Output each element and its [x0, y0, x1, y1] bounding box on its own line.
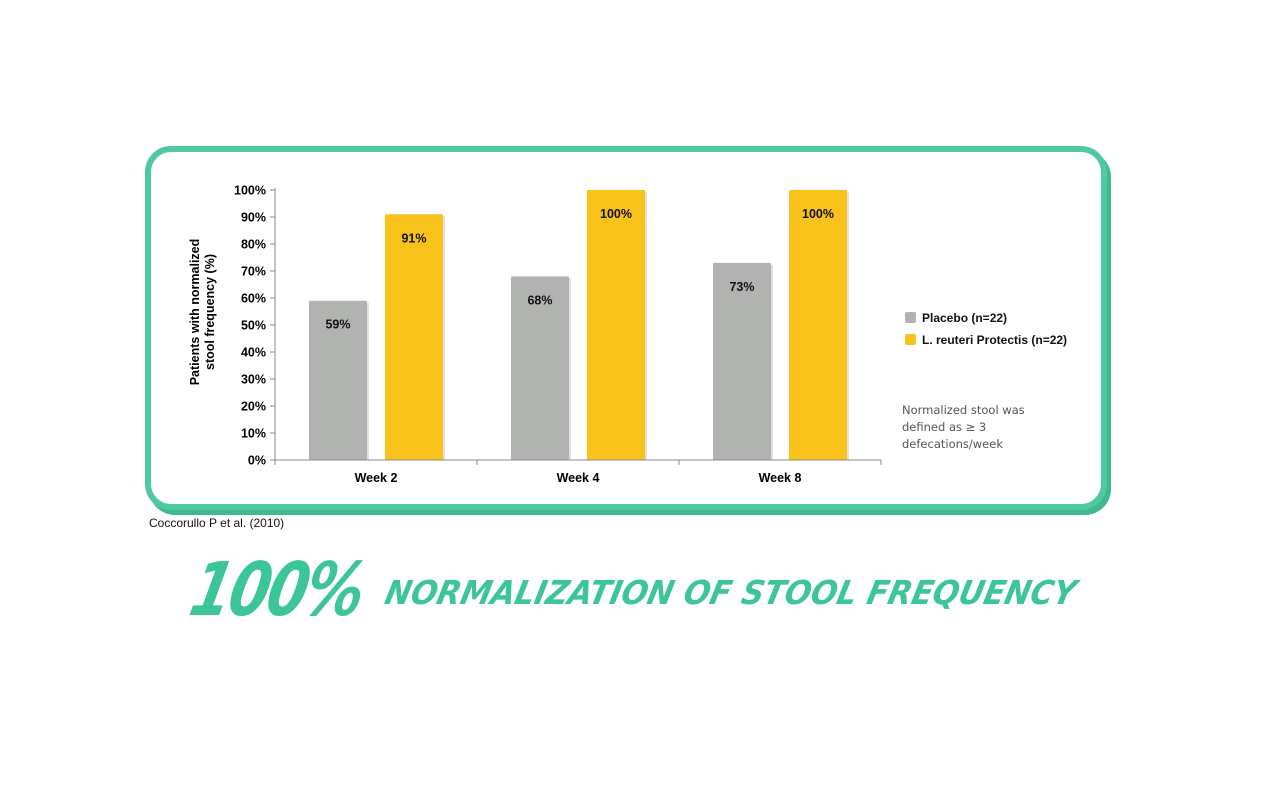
x-tick-label: Week 2 — [355, 471, 398, 485]
y-axis-label: Patients with normalized stool frequency… — [188, 239, 217, 386]
note-line: defecations/week — [902, 437, 1003, 451]
legend-swatch — [905, 334, 916, 345]
note-line: defined as ≥ 3 — [902, 420, 986, 434]
headline-rest: NORMALIZATION OF STOOL FREQUENCY — [382, 573, 1083, 612]
note-line: Normalized stool was — [902, 403, 1025, 417]
y-tick-label: 80% — [241, 238, 266, 252]
x-axis-ticks: Week 2 Week 4 Week 8 — [355, 471, 802, 485]
bar — [385, 214, 443, 460]
chart-note: Normalized stool was defined as ≥ 3 defeca… — [902, 403, 1025, 451]
bar — [587, 190, 645, 460]
y-tick-label: 100% — [234, 184, 266, 198]
chart-card: Patients with normalized stool frequency… — [145, 146, 1107, 510]
bar — [713, 262, 771, 460]
bar-value-label: 73% — [729, 280, 754, 294]
legend-label: Placebo (n=22) — [922, 311, 1007, 325]
headline: 100% NORMALIZATION OF STOOL FREQUENCY — [175, 540, 1095, 634]
bar-value-label: 91% — [401, 231, 426, 245]
y-axis-label-line: Patients with normalized — [188, 239, 202, 386]
bar-chart: Patients with normalized stool frequency… — [188, 184, 1067, 486]
x-tick-label: Week 4 — [557, 471, 600, 485]
headline-big: 100% — [183, 547, 371, 630]
y-tick-label: 20% — [241, 400, 266, 414]
y-tick-label: 40% — [241, 346, 266, 360]
y-tick-label: 0% — [248, 454, 266, 468]
y-axis-ticks: 0% 10% 20% 30% 40% 50% 60% 70% 80% 90% 100% — [234, 184, 275, 468]
y-tick-label: 10% — [241, 427, 266, 441]
bar-value-label: 68% — [527, 293, 552, 307]
y-tick-label: 50% — [241, 319, 266, 333]
legend-swatch — [905, 312, 916, 323]
bar — [511, 276, 569, 460]
axes — [274, 188, 882, 465]
bar-value-label: 100% — [802, 207, 834, 221]
bar — [789, 190, 847, 460]
legend: Placebo (n=22) L. reuteri Protectis (n=22… — [905, 311, 1067, 347]
bar-value-label: 100% — [600, 207, 632, 221]
y-tick-label: 30% — [241, 373, 266, 387]
citation: Coccorullo P et al. (2010) — [149, 516, 285, 530]
legend-label: L. reuteri Protectis (n=22) — [922, 333, 1067, 347]
bar — [309, 300, 367, 460]
y-tick-label: 90% — [241, 211, 266, 225]
y-tick-label: 70% — [241, 265, 266, 279]
y-axis-label-line: stool frequency (%) — [203, 254, 217, 370]
bars: 59% 91% 68% 100% 73% 100% — [309, 190, 849, 460]
bar-value-label: 59% — [325, 318, 350, 332]
y-tick-label: 60% — [241, 292, 266, 306]
x-tick-label: Week 8 — [759, 471, 802, 485]
